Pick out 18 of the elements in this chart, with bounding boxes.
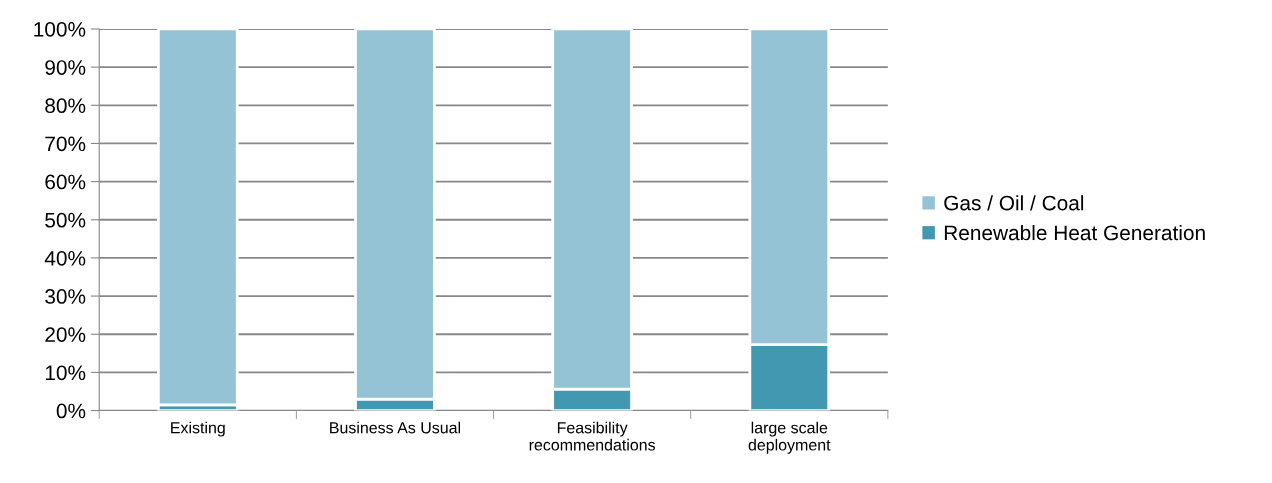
legend-label: Gas / Oil / Coal — [944, 195, 1084, 211]
bar — [156, 28, 239, 407]
y-tick-label: 60% — [45, 174, 86, 190]
y-tick-label: 70% — [45, 136, 86, 152]
y-tick-label: 90% — [45, 60, 86, 75]
x-tick-label: Business As Usual — [330, 421, 461, 434]
y-tick-label: 40% — [44, 250, 86, 266]
y-tick-label: 20% — [45, 327, 86, 342]
y-tick-label: 30% — [45, 289, 86, 304]
x-tick-label: Feasibility recommendations — [529, 421, 656, 451]
legend-label: Renewable Heat Generation — [944, 224, 1205, 241]
x-tick-label: large scale deployment — [748, 421, 831, 454]
y-tick-label: 80% — [45, 98, 86, 114]
x-tick-label: Existing — [171, 421, 225, 437]
y-tick-label: 50% — [45, 212, 86, 228]
y-tick-label: 100% — [34, 21, 86, 37]
y-tick-label: 10% — [45, 365, 86, 381]
y-tick-label: 0% — [56, 403, 86, 419]
